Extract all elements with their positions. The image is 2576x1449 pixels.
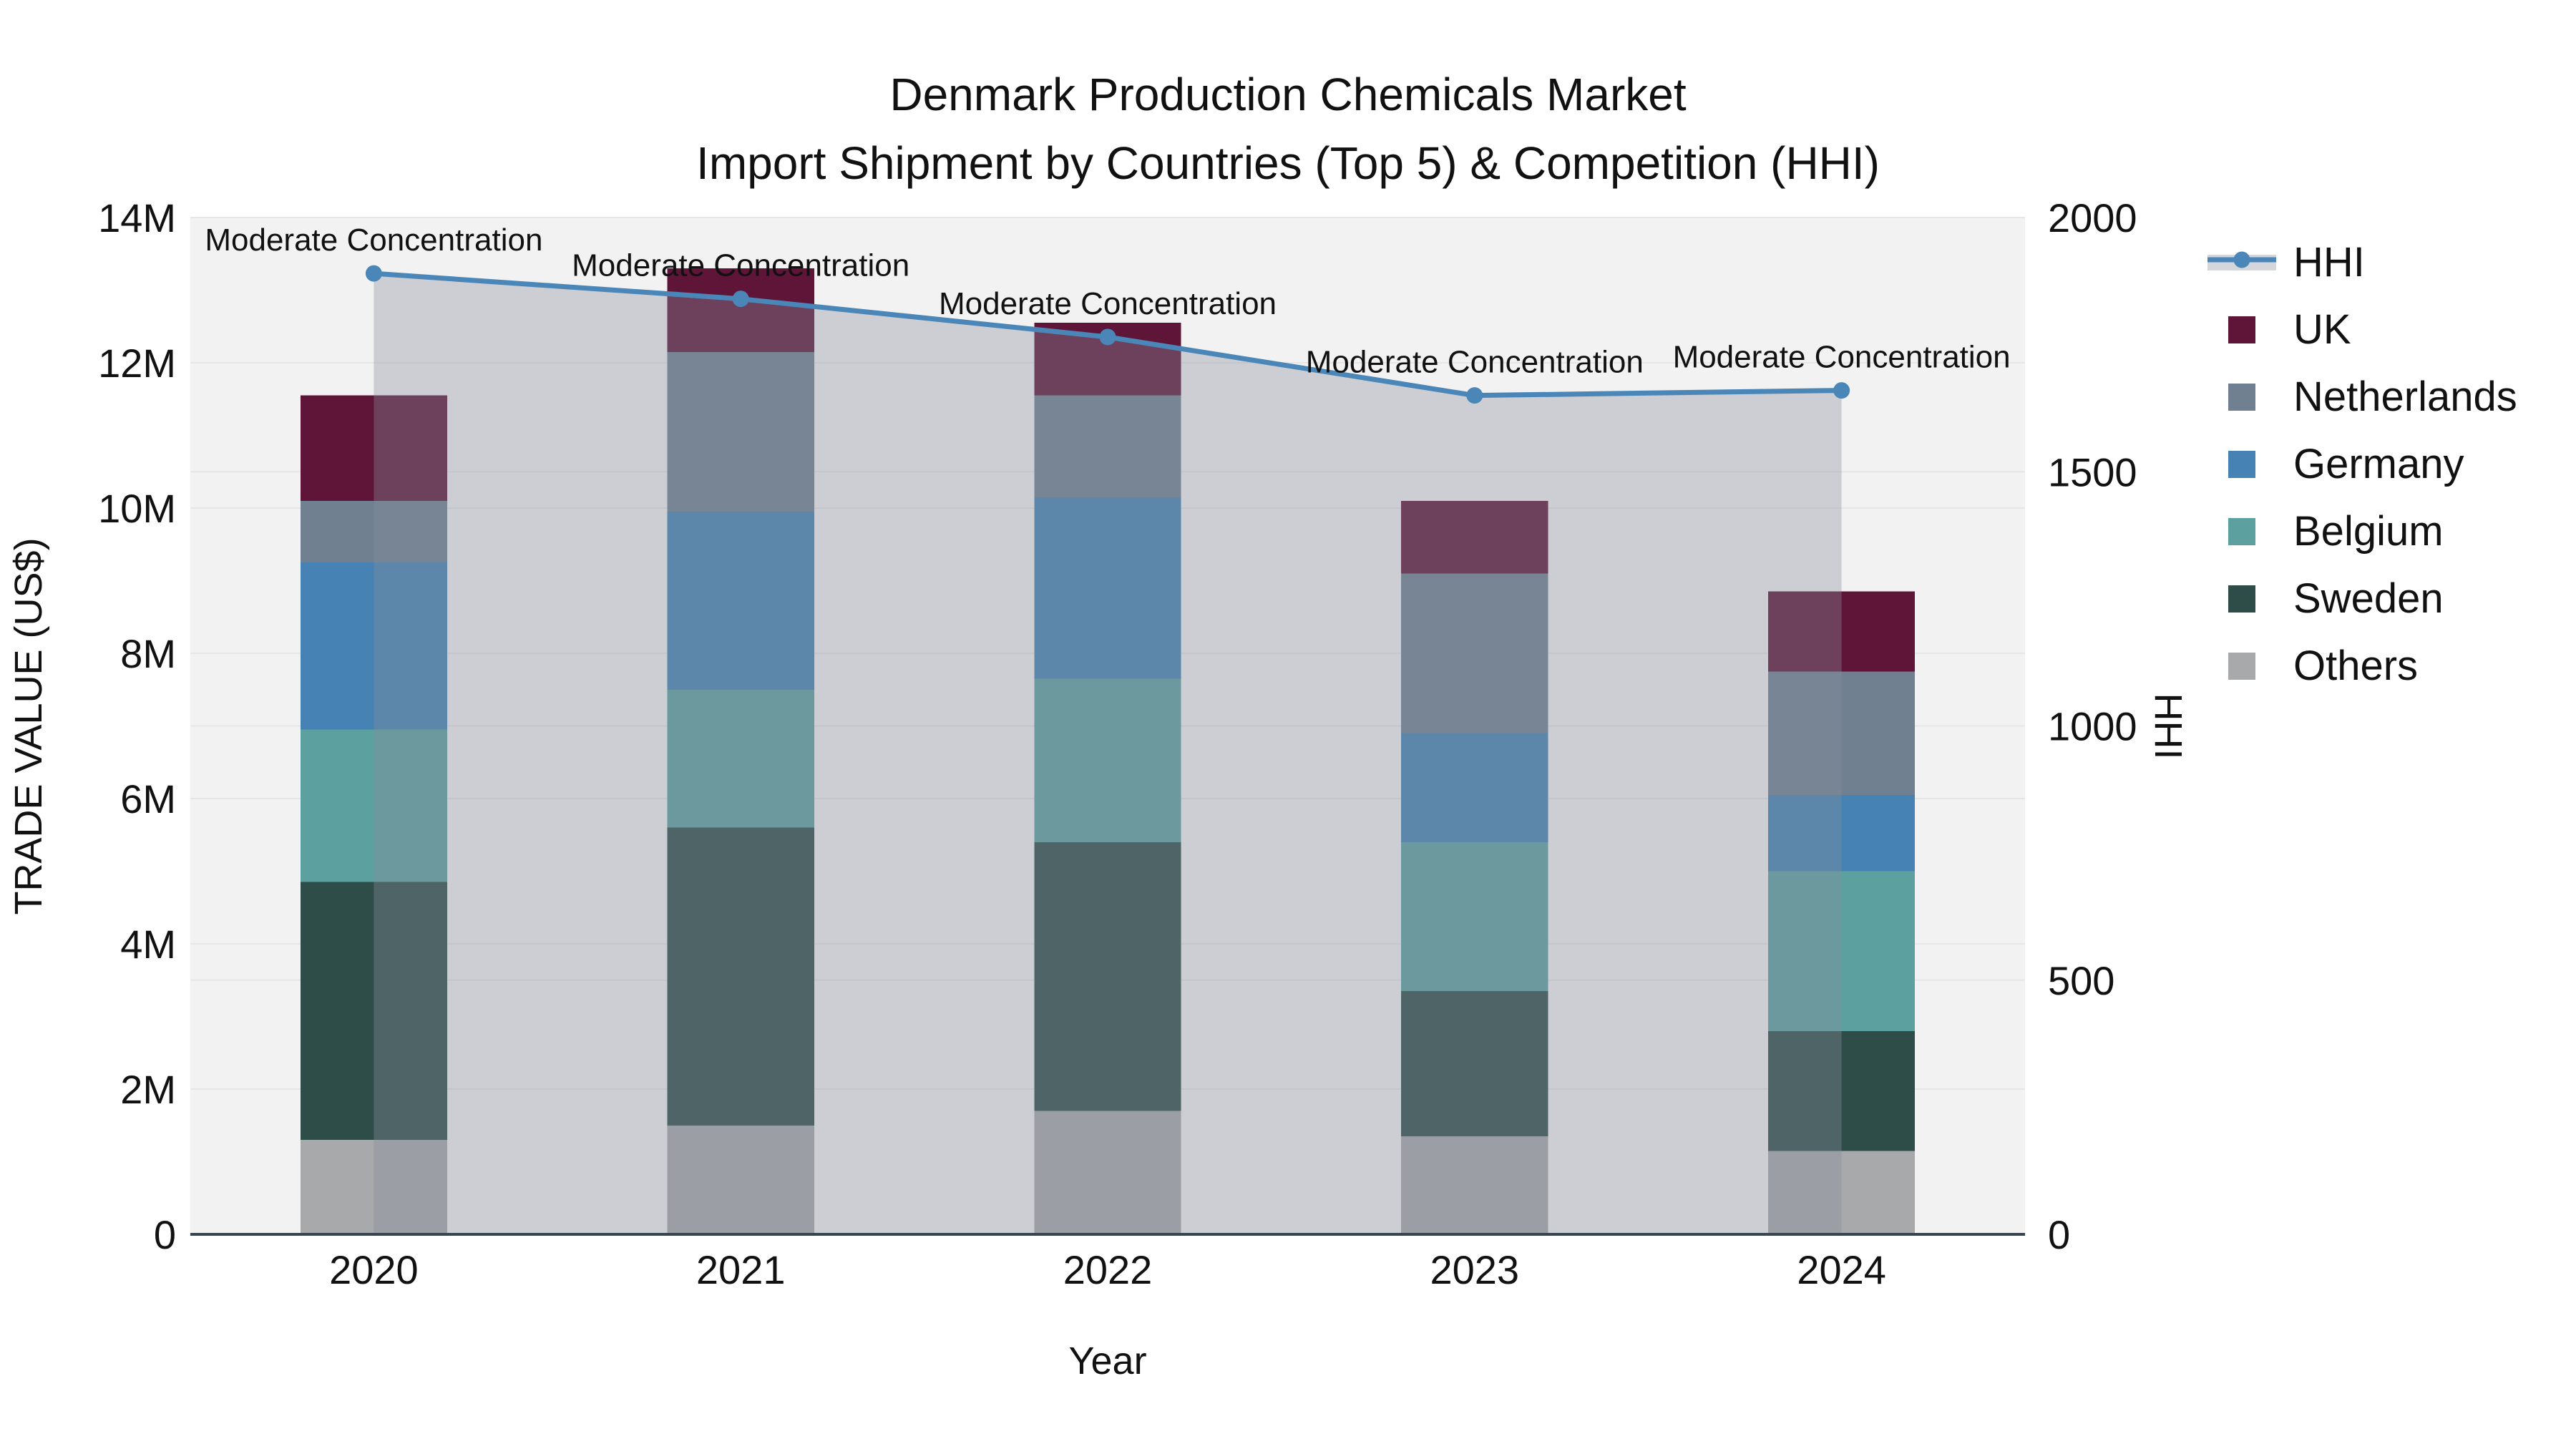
bar-segment-sweden-2020[interactable]	[300, 882, 447, 1141]
bar-segment-germany-2020[interactable]	[300, 562, 447, 730]
legend-swatch-belgium	[2228, 518, 2255, 545]
legend-label-others: Others	[2293, 643, 2418, 689]
bar-segment-germany-2021[interactable]	[667, 512, 814, 690]
bar-segment-germany-2022[interactable]	[1034, 497, 1181, 679]
y-right-tick-500: 500	[2048, 958, 2114, 1003]
chart-subtitle: Import Shipment by Countries (Top 5) & C…	[696, 137, 1880, 189]
hhi-area-band	[374, 273, 1842, 1234]
hhi-marker-2023[interactable]	[1466, 387, 1483, 404]
legend-swatch-netherlands	[2228, 384, 2255, 411]
x-tick-2022: 2022	[1063, 1247, 1153, 1292]
legend-swatch-others	[2228, 653, 2255, 680]
legend-label-sweden: Sweden	[2293, 575, 2444, 622]
bar-segment-uk-2020[interactable]	[300, 395, 447, 501]
y-left-tick-4M: 4M	[120, 922, 176, 967]
hhi-marker-2024[interactable]	[1833, 382, 1850, 399]
x-tick-2021: 2021	[696, 1247, 786, 1292]
bar-segment-germany-2023[interactable]	[1401, 733, 1548, 842]
y-right-tick-2000: 2000	[2048, 195, 2137, 240]
bar-segment-sweden-2024[interactable]	[1768, 1030, 1916, 1151]
annotation-2020: Moderate Concentration	[205, 223, 542, 258]
legend-swatch-germany	[2228, 451, 2255, 478]
bar-segment-uk-2023[interactable]	[1401, 500, 1548, 574]
y-axis-title-right: HHI	[2147, 693, 2190, 760]
bar-segment-belgium-2020[interactable]	[300, 729, 447, 882]
legend-item-hhi[interactable]: HHI	[2207, 239, 2365, 286]
legend-item-belgium[interactable]: Belgium	[2228, 508, 2444, 555]
legend-swatch-sweden	[2228, 585, 2255, 613]
legend-item-germany[interactable]: Germany	[2228, 441, 2464, 487]
y-left-tick-8M: 8M	[120, 631, 176, 676]
bar-segment-belgium-2021[interactable]	[667, 689, 814, 828]
bar-segment-netherlands-2021[interactable]	[667, 351, 814, 512]
legend-label-netherlands: Netherlands	[2293, 374, 2517, 420]
hhi-marker-2021[interactable]	[732, 291, 749, 308]
legend-label-belgium: Belgium	[2293, 508, 2444, 555]
bar-segment-belgium-2024[interactable]	[1768, 871, 1916, 1031]
legend-swatch-uk	[2228, 316, 2255, 343]
bar-segment-netherlands-2024[interactable]	[1768, 671, 1916, 795]
y-right-tick-1000: 1000	[2048, 704, 2137, 749]
y-left-tick-10M: 10M	[98, 486, 176, 531]
bar-segment-sweden-2022[interactable]	[1034, 841, 1181, 1111]
x-tick-2023: 2023	[1430, 1247, 1520, 1292]
bar-segment-germany-2024[interactable]	[1768, 794, 1916, 872]
bar-segment-belgium-2022[interactable]	[1034, 678, 1181, 842]
y-left-tick-0: 0	[154, 1212, 176, 1257]
chart-title: Denmark Production Chemicals Market	[889, 69, 1687, 120]
legend-item-uk[interactable]: UK	[2228, 306, 2351, 353]
legend-label-hhi: HHI	[2293, 239, 2365, 286]
bar-segment-sweden-2021[interactable]	[667, 827, 814, 1126]
bar-segment-netherlands-2022[interactable]	[1034, 395, 1181, 497]
legend-label-uk: UK	[2293, 306, 2351, 353]
legend-label-germany: Germany	[2293, 441, 2464, 487]
legend-item-others[interactable]: Others	[2228, 643, 2418, 689]
bar-segment-netherlands-2020[interactable]	[300, 500, 447, 563]
y-right-tick-1500: 1500	[2048, 449, 2137, 494]
annotation-2022: Moderate Concentration	[939, 286, 1277, 321]
y-left-tick-6M: 6M	[120, 776, 176, 821]
x-tick-2024: 2024	[1797, 1247, 1886, 1292]
bar-segment-others-2023[interactable]	[1401, 1136, 1548, 1234]
y-left-tick-14M: 14M	[98, 195, 176, 240]
bar-segment-others-2020[interactable]	[300, 1140, 447, 1234]
bar-segment-belgium-2023[interactable]	[1401, 841, 1548, 991]
y-axis-title-left: TRADE VALUE (US$)	[7, 537, 50, 914]
bar-segment-others-2024[interactable]	[1768, 1151, 1916, 1234]
annotation-2023: Moderate Concentration	[1306, 345, 1644, 380]
y-right-tick-0: 0	[2048, 1212, 2070, 1257]
y-left-tick-2M: 2M	[120, 1067, 176, 1112]
legend-item-sweden[interactable]: Sweden	[2228, 575, 2444, 622]
x-tick-2020: 2020	[329, 1247, 419, 1292]
legend-hhi-marker-swatch	[2233, 251, 2250, 268]
legend-item-netherlands[interactable]: Netherlands	[2228, 374, 2517, 420]
bar-segment-sweden-2023[interactable]	[1401, 990, 1548, 1136]
bar-segment-uk-2021[interactable]	[667, 268, 814, 352]
hhi-marker-2020[interactable]	[365, 265, 382, 282]
bar-segment-uk-2024[interactable]	[1768, 591, 1916, 672]
bar-segment-netherlands-2023[interactable]	[1401, 573, 1548, 733]
bar-segment-others-2022[interactable]	[1034, 1111, 1181, 1234]
annotation-2021: Moderate Concentration	[572, 248, 909, 283]
annotation-2024: Moderate Concentration	[1673, 340, 2011, 375]
bar-segment-others-2021[interactable]	[667, 1125, 814, 1234]
x-axis-title: Year	[1068, 1340, 1146, 1382]
hhi-marker-2022[interactable]	[1099, 328, 1116, 346]
y-left-tick-12M: 12M	[98, 341, 176, 386]
